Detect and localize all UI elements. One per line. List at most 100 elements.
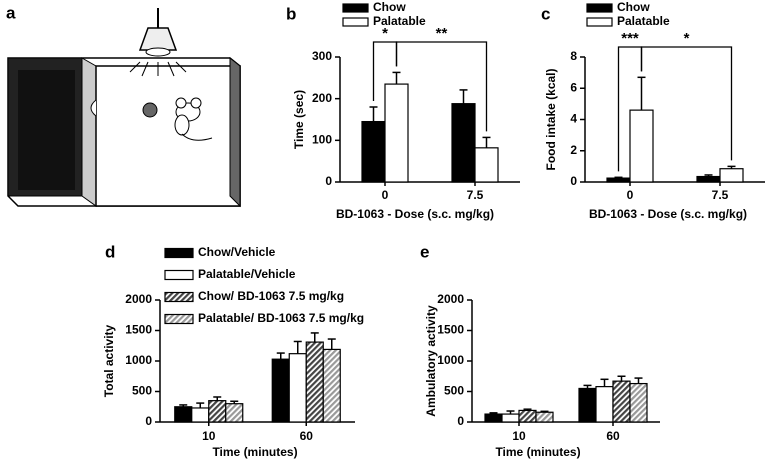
y-tick-label: 4 <box>570 112 577 126</box>
bar <box>305 341 324 423</box>
error-bar <box>392 71 401 85</box>
error-bar <box>489 412 498 415</box>
y-tick-label: 500 <box>444 384 464 398</box>
y-tick-label: 8 <box>570 49 577 63</box>
significance-bracket <box>640 46 733 161</box>
bar <box>612 380 631 423</box>
bar <box>271 358 290 423</box>
x-tick-label: 60 <box>300 429 314 443</box>
y-tick-label: 300 <box>312 49 332 63</box>
error-bar <box>617 375 626 382</box>
y-tick-label: 2 <box>570 143 577 157</box>
legend-swatch <box>586 17 613 27</box>
legend-label: Palatable/Vehicle <box>198 267 296 281</box>
y-axis-title: Ambulatory activity <box>424 305 438 417</box>
bar <box>535 411 554 423</box>
y-tick-label: 1000 <box>437 353 464 367</box>
bar <box>225 403 244 423</box>
y-axis-title: Total activity <box>102 324 116 397</box>
y-tick-label: 1000 <box>125 353 152 367</box>
legend-label: Palatable <box>617 14 670 28</box>
y-tick-label: 6 <box>570 80 577 94</box>
error-bar <box>369 106 378 122</box>
x-tick-label: 0 <box>627 188 634 202</box>
error-bar <box>276 352 285 360</box>
error-bar <box>600 378 609 387</box>
legend-label: Chow <box>373 0 406 14</box>
error-bar <box>196 402 205 408</box>
x-tick-label: 0 <box>382 188 389 202</box>
error-bar <box>213 396 222 401</box>
legend-swatch <box>164 291 194 303</box>
legend-label: Palatable/ BD-1063 7.5 mg/kg <box>198 311 364 325</box>
error-bar <box>310 332 319 343</box>
error-bar <box>459 89 468 104</box>
x-tick-label: 60 <box>606 429 620 443</box>
bar <box>501 413 520 423</box>
bar <box>518 409 537 423</box>
error-bar <box>583 384 592 389</box>
panel-label: e <box>420 242 429 261</box>
bar <box>208 400 227 423</box>
significance-label: * <box>382 25 388 42</box>
error-bar <box>327 338 336 350</box>
bar <box>484 413 503 423</box>
x-tick-label: 10 <box>512 429 526 443</box>
error-bar <box>634 377 643 384</box>
y-tick-label: 0 <box>457 414 464 428</box>
error-bar <box>540 410 549 413</box>
legend-swatch <box>164 313 194 325</box>
panel-label: a <box>6 3 16 22</box>
significance-bracket <box>395 41 488 132</box>
bar <box>288 353 307 423</box>
bar <box>595 386 614 423</box>
significance-label: ** <box>436 25 448 42</box>
y-tick-label: 2000 <box>437 292 464 306</box>
legend-swatch <box>586 3 613 13</box>
legend-label: Palatable <box>373 14 426 28</box>
bar <box>578 387 597 423</box>
significance-label: *** <box>621 30 639 47</box>
y-axis-title: Food intake (kcal) <box>544 68 558 170</box>
bar <box>696 175 721 183</box>
bar <box>361 120 386 183</box>
y-tick-label: 0 <box>325 174 332 188</box>
panel-label: b <box>286 4 296 23</box>
legend-swatch <box>164 269 194 281</box>
error-bar <box>704 174 713 177</box>
legend-swatch <box>342 17 369 27</box>
y-tick-label: 200 <box>312 91 332 105</box>
x-axis-title: Time (minutes) <box>495 445 580 459</box>
legend-label: Chow/ BD-1063 7.5 mg/kg <box>198 289 344 303</box>
x-axis-title: Time (minutes) <box>212 445 297 459</box>
significance-label: * <box>684 30 690 47</box>
bar <box>322 348 341 423</box>
y-tick-label: 500 <box>132 384 152 398</box>
x-tick-label: 7.5 <box>712 188 729 202</box>
x-axis-title: BD-1063 - Dose (s.c. mg/kg) <box>336 207 494 221</box>
x-tick-label: 7.5 <box>467 188 484 202</box>
bar <box>451 103 476 183</box>
error-bar <box>482 136 491 148</box>
panel-label: c <box>541 4 550 23</box>
bar <box>384 83 409 183</box>
y-tick-label: 100 <box>312 133 332 147</box>
y-tick-label: 0 <box>145 414 152 428</box>
error-bar <box>637 76 646 111</box>
y-tick-label: 1500 <box>437 323 464 337</box>
bar <box>629 382 648 423</box>
error-bar <box>179 404 188 407</box>
error-bar <box>506 410 515 415</box>
legend-swatch <box>342 3 369 13</box>
x-tick-label: 10 <box>202 429 216 443</box>
error-bar <box>230 400 239 404</box>
legend-label: Chow <box>617 0 650 14</box>
bar <box>474 147 499 183</box>
panel-label: d <box>105 242 115 261</box>
bar <box>191 407 210 423</box>
bar <box>606 177 631 183</box>
x-axis-title: BD-1063 - Dose (s.c. mg/kg) <box>589 207 747 221</box>
bar <box>629 109 654 183</box>
legend-label: Chow/Vehicle <box>198 245 276 259</box>
